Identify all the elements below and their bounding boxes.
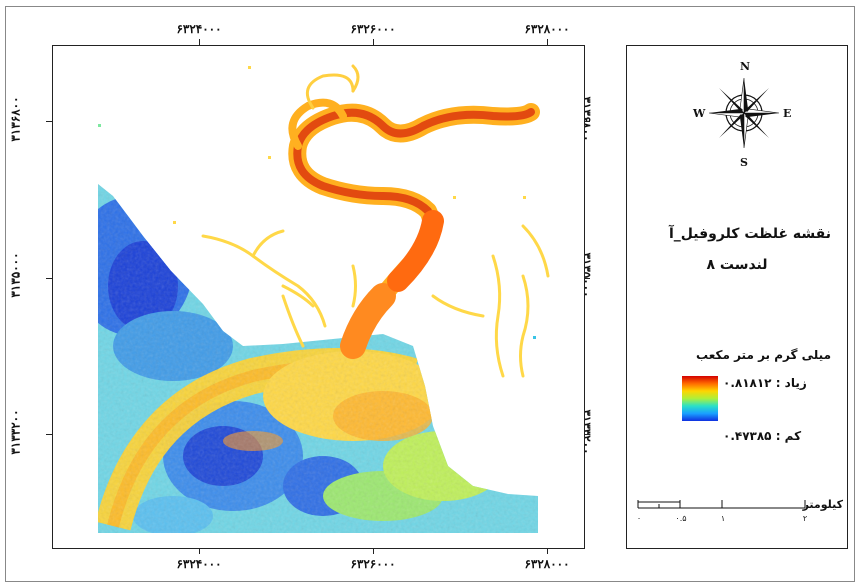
map-tick: [199, 548, 200, 554]
north-arrow-icon: N S E W: [693, 60, 792, 169]
x-coordinate-label-bottom: ۶۳۲۸۰۰۰: [524, 557, 570, 571]
compass-rose-icon: [708, 77, 780, 149]
y-coordinate-label-left: ۳۱۳۳۲۰۰: [8, 409, 23, 455]
y-coordinate-label-left: ۳۱۳۵۰۰۰: [8, 252, 23, 298]
scale-tick-label: ۰.۵: [675, 514, 687, 523]
y-coordinate-label-left: ۳۱۳۶۸۰۰: [8, 96, 23, 142]
x-coordinate-label-top: ۶۳۲۸۰۰۰: [524, 22, 570, 36]
map-tick: [547, 39, 548, 45]
compass-east-label: E: [783, 107, 792, 120]
legend-low-value: کم : ۰.۴۷۳۸۵: [723, 429, 802, 443]
chlorophyll-map[interactable]: [52, 45, 585, 549]
tributaries: [201, 224, 550, 378]
water-body: [98, 184, 538, 533]
legend-high-value: زیاد : ۰.۸۱۸۱۲: [723, 376, 807, 390]
map-tick: [373, 548, 374, 554]
map-tick: [46, 278, 52, 279]
map-tick: [547, 548, 548, 554]
map-subtitle: لندست ۸: [706, 257, 768, 273]
legend-unit-label: میلی گرم بر متر مکعب: [696, 348, 831, 362]
scattered-pixels: [98, 66, 536, 339]
x-coordinate-label-top: ۶۳۲۶۰۰۰: [350, 22, 396, 36]
compass-west-label: W: [693, 107, 706, 120]
compass-north-label: N: [740, 60, 751, 73]
map-title: نقشه غلظت کلروفیل_آ: [669, 226, 831, 242]
map-tick: [199, 39, 200, 45]
x-coordinate-label-top: ۶۳۲۴۰۰۰: [176, 22, 222, 36]
scale-unit-label: کیلومتر: [802, 498, 843, 511]
scale-bar: کیلومتر ۰ ۰.۵ ۱ ۲: [637, 494, 843, 524]
x-coordinate-label-bottom: ۶۳۲۶۰۰۰: [350, 557, 396, 571]
scale-bar-graphic: [637, 500, 806, 509]
map-tick: [373, 39, 374, 45]
color-ramp: [682, 376, 718, 421]
compass-south-label: S: [740, 156, 748, 169]
scale-tick-label: ۰: [636, 514, 642, 523]
map-tick: [584, 278, 590, 279]
x-coordinate-label-bottom: ۶۳۲۴۰۰۰: [176, 557, 222, 571]
map-tick: [46, 434, 52, 435]
map-tick: [46, 121, 52, 122]
legend-panel: N S E W نقشه غلظت کلروفیل_آ لندست ۸ میلی…: [626, 45, 848, 549]
map-tick: [584, 434, 590, 435]
scale-tick-label: ۱: [720, 514, 726, 523]
map-tick: [584, 121, 590, 122]
river-channel: [288, 64, 540, 359]
chlorophyll-raster: [98, 64, 550, 533]
scale-tick-label: ۲: [802, 514, 808, 523]
